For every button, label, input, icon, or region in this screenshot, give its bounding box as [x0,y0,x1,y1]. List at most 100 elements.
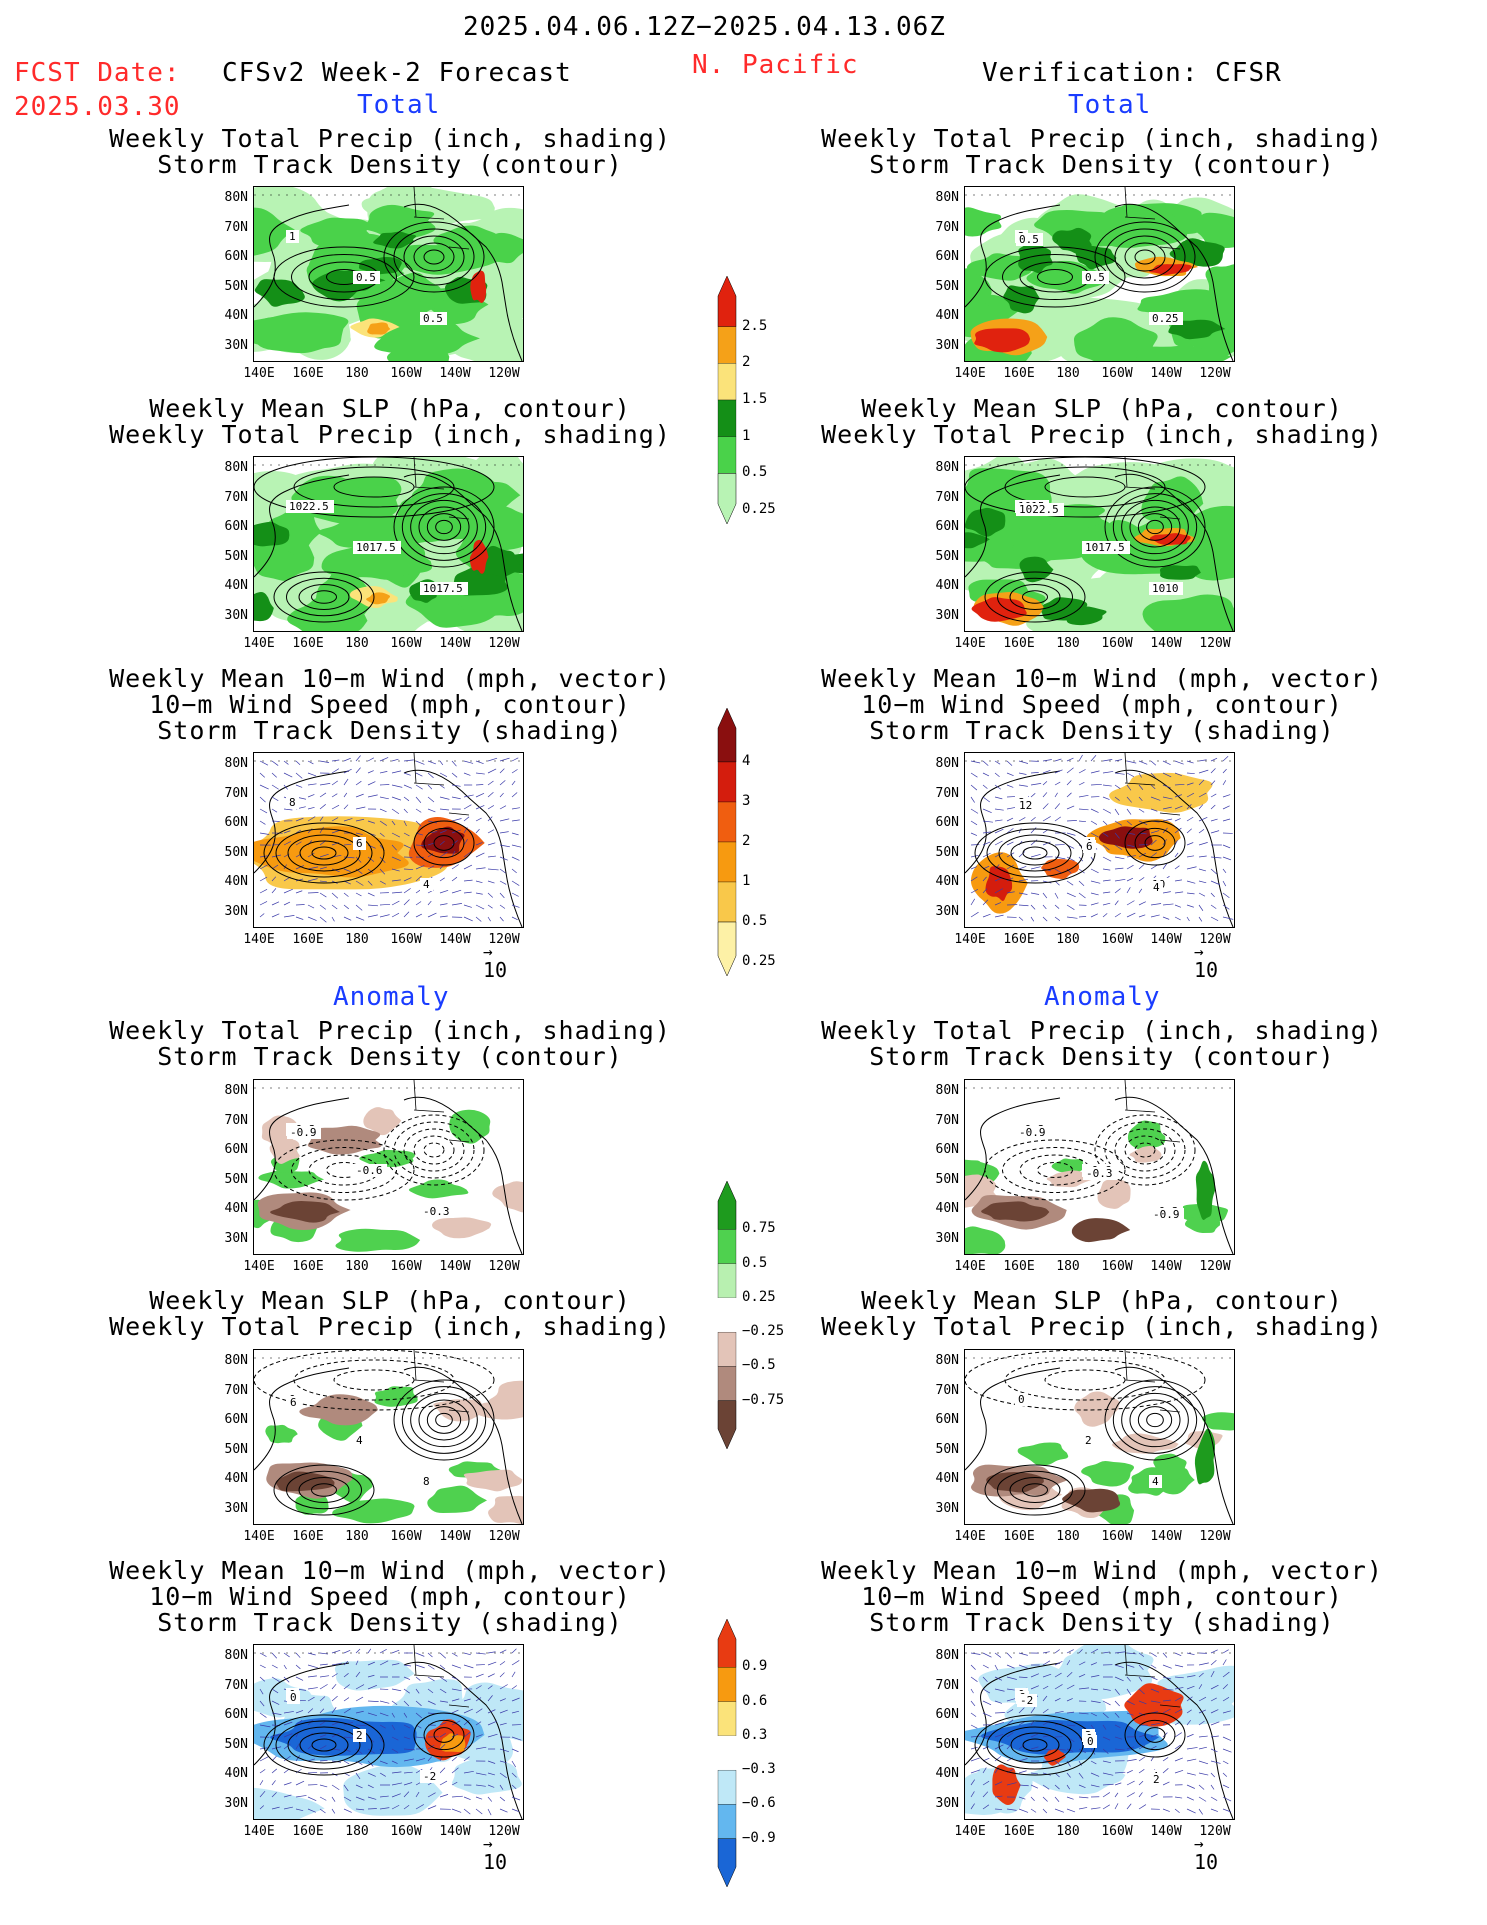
slp-contour [286,1470,362,1510]
storm-contour [403,235,465,279]
border-line [413,457,470,520]
contour-label: 8 [286,796,299,809]
svg-text:-2: -2 [423,1770,436,1783]
panel-title: Weekly Mean SLP (hPa, contour) Weekly Tot… [100,396,680,448]
lat-tick-label: 80N [224,1083,248,1098]
storm-contour [1037,269,1073,285]
coastline-north-america [403,769,523,927]
lon-tick-label: 160E [292,366,324,381]
precip-shade [470,270,487,303]
lon-tick-label: 140W [439,366,471,381]
speed-contour [299,840,349,866]
lat-tick-label: 50N [224,1441,248,1457]
contour-label: -0.6 [353,1164,387,1177]
storm-contour [383,221,485,293]
anomaly-shade [1194,1428,1216,1485]
lat-tick-label: 30N [224,1795,248,1811]
lat-tick-label: 50N [935,844,959,860]
vector-reference: → 10 [483,944,507,983]
colorbar-segment [717,363,737,401]
lon-tick-label: 160W [390,636,422,651]
lat-tick-label: 30N [935,337,959,353]
svg-text:-0.3: -0.3 [423,1205,450,1218]
slp-contour [1104,486,1206,568]
forecast-map-panel: 02-20 [253,1644,524,1820]
slp-contour [426,513,462,541]
lon-tick-label: 140W [1150,1824,1182,1839]
colorbar [717,1618,737,1888]
speed-contour [998,1726,1072,1764]
storm-contour [1094,221,1196,293]
slp-contour [333,1369,415,1391]
verification-title: Verification: CFSR [982,58,1282,88]
border-line [1124,187,1181,250]
anomaly-shade [1202,1412,1234,1431]
precip-shade [1134,345,1233,361]
lon-tick-label: 160W [1101,1529,1133,1544]
slp-contour [1121,1392,1189,1448]
vector-reference: → 10 [483,1836,507,1875]
panel-title: Weekly Total Precip (inch, shading) Storm… [812,126,1392,178]
map-canvas: 1022.5 1017.5 1017.5 [254,457,523,631]
panel-title-line: Weekly Mean 10−m Wind (mph, vector) [109,664,671,693]
colorbar-label: −0.9 [742,1829,776,1846]
slp-contour [1112,1386,1198,1454]
slp-contour [401,493,487,561]
svg-text:4: 4 [1152,1475,1159,1488]
slp-contour [997,1470,1073,1510]
lon-tick-label: 160E [292,636,324,651]
speed-contour [1144,1727,1166,1743]
speed-contour [287,834,361,872]
precip-shade [965,207,1002,237]
panel-title: Weekly Mean SLP (hPa, contour) Weekly Tot… [812,1288,1392,1340]
lon-tick-label: 140E [243,1259,275,1274]
slp-contour [1009,584,1061,610]
storm-contour [423,1142,445,1158]
slp-contour [1129,506,1181,548]
panel-title-line: Weekly Total Precip (inch, shading) [109,420,671,449]
lon-tick-label: 140W [1150,1259,1182,1274]
lat-tick-label: 40N [935,308,959,323]
svg-text:2: 2 [1085,1434,1092,1447]
coastline-asia [965,474,1061,578]
panel-title-line: Weekly Mean SLP (hPa, contour) [861,394,1343,423]
lon-tick-label: 140E [954,636,986,651]
lon-tick-label: 140E [954,1259,986,1274]
storm-contour [291,254,397,300]
slp-contour [1004,466,1166,508]
colorbar [717,275,737,525]
storm-contour [393,1121,475,1179]
lat-tick-label: 50N [935,1171,959,1187]
panel-title-line: Storm Track Density (shading) [869,1608,1335,1637]
panel-title: Weekly Mean SLP (hPa, contour) Weekly Tot… [812,396,1392,448]
colorbar-segment [717,1263,737,1299]
precip-shade [1073,317,1158,361]
anomaly-shade [463,1469,523,1492]
verification-map-panel: 84101264 [964,752,1235,928]
slp-contour [286,577,362,617]
contour-label: 0.25 [1149,312,1183,325]
anomaly-shade [334,1659,415,1691]
slp-contour [997,577,1073,617]
slp-contour [298,584,350,610]
speed-contour [1124,820,1186,866]
precip-shade [449,314,523,361]
precip-shade [1149,533,1191,545]
anomaly-shade [492,1181,523,1213]
precip-shade [1012,524,1094,561]
svg-text:0: 0 [1087,1735,1094,1748]
anomaly-shade [981,1201,1050,1222]
slp-contour [418,1399,470,1441]
panel-title: Weekly Mean 10−m Wind (mph, vector) 10−m … [812,1558,1392,1636]
anomaly-shade [374,1386,418,1407]
forecast-map-panel: 8 6 4 [253,752,524,928]
precip-shade [1194,212,1234,248]
contour-label: -0.9 [1016,1126,1050,1139]
panel-title-line: Weekly Total Precip (inch, shading) [109,1312,671,1341]
coastline-north-america [1114,1366,1234,1524]
speed-contour [423,1719,465,1751]
colorbar-segment [717,1838,737,1888]
anomaly-shade [1051,1158,1086,1174]
svg-text:0.5: 0.5 [1085,271,1105,284]
